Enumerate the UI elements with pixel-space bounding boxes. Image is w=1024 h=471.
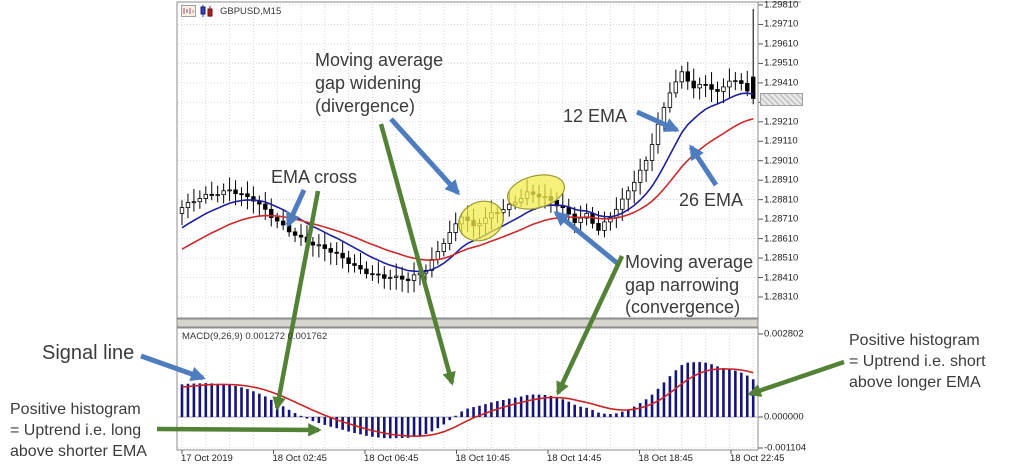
blue-annotation-arrow: [140, 353, 206, 382]
blue-annotation-arrow: [688, 144, 719, 187]
annotation-ema-12: 12 EMA: [563, 106, 628, 126]
price-tick-label: 1.28810: [764, 194, 799, 206]
green-annotation-arrow: [747, 359, 845, 397]
macd-axis[interactable]: 0.002802 0.000000 -0.001104: [764, 0, 824, 471]
green-annotation-arrow: [555, 255, 625, 396]
time-tick-label: 18 Oct 06:45: [364, 453, 419, 464]
price-tick-label: 1.28910: [764, 174, 799, 186]
green-annotation-arrow: [378, 123, 456, 386]
price-tick-label: 1.29810: [764, 0, 799, 11]
macd-tick-label: -0.001104: [764, 442, 807, 454]
macd-histogram: [180, 362, 755, 439]
annotation-gap-narrowing: Moving average gap narrowing (convergenc…: [625, 252, 754, 317]
highlight-ellipse-1: [458, 200, 504, 242]
current-price-badge: [760, 93, 803, 106]
price-tick-label: 1.29610: [764, 38, 799, 50]
annotation-signal-line: Signal line: [42, 342, 135, 364]
time-tick-label: 18 Oct 22:45: [730, 453, 785, 464]
macd-tick-label: 0.000000: [764, 411, 804, 423]
symbol-period-label: GBPUSD,M15: [220, 6, 282, 17]
time-tick-label: 18 Oct 14:45: [547, 453, 602, 464]
macd-signal-line: [181, 368, 754, 438]
price-tick-label: 1.29110: [764, 135, 798, 147]
price-tick-label: 1.28710: [764, 213, 799, 225]
annotation-positive-histogram-left: Positive histogram = Uptrend i.e. long a…: [10, 401, 147, 460]
price-tick-label: 1.28310: [764, 291, 799, 303]
time-tick-label: 18 Oct 10:45: [455, 453, 510, 464]
time-tick-label: 18 Oct 18:45: [638, 453, 693, 464]
price-tick-label: 1.29210: [764, 116, 799, 128]
green-annotation-arrow: [156, 423, 322, 437]
annotation-gap-widening: Moving average gap widening (divergence): [315, 50, 444, 116]
price-tick-label: 1.29410: [764, 77, 799, 89]
macd-tick-label: 0.002802: [764, 328, 804, 340]
blue-annotation-arrow: [285, 188, 307, 228]
annotation-ema-26: 26 EMA: [679, 190, 744, 210]
candles: [179, 8, 756, 293]
bar-chart-icon: [181, 4, 197, 18]
macd-indicator-label: MACD(9,26,9) 0.001272 0.001762: [182, 331, 328, 342]
blue-annotation-arrow: [389, 117, 461, 196]
blue-annotation-arrow: [553, 211, 619, 265]
green-annotation-arrow: [272, 190, 321, 411]
annotation-ema-cross: EMA cross: [271, 167, 358, 187]
price-tick-label: 1.29010: [764, 155, 799, 167]
price-tick-label: 1.29710: [764, 18, 799, 30]
time-tick-label: 17 Oct 2019: [181, 453, 233, 464]
time-tick-label: 18 Oct 02:45: [272, 453, 327, 464]
ema-12-line: [181, 92, 754, 273]
price-tick-label: 1.28510: [764, 252, 799, 264]
price-tick-label: 1.29510: [764, 57, 799, 69]
price-tick-label: 1.28410: [764, 272, 799, 284]
price-tick-label: 1.28610: [764, 233, 799, 245]
highlight-ellipse-2: [506, 174, 566, 210]
blue-annotation-arrow: [635, 109, 680, 133]
ema-26-line: [181, 118, 754, 261]
annotation-positive-histogram-right: Positive histogram = Uptrend i.e. short …: [849, 332, 986, 391]
candles-icon: [199, 4, 215, 18]
